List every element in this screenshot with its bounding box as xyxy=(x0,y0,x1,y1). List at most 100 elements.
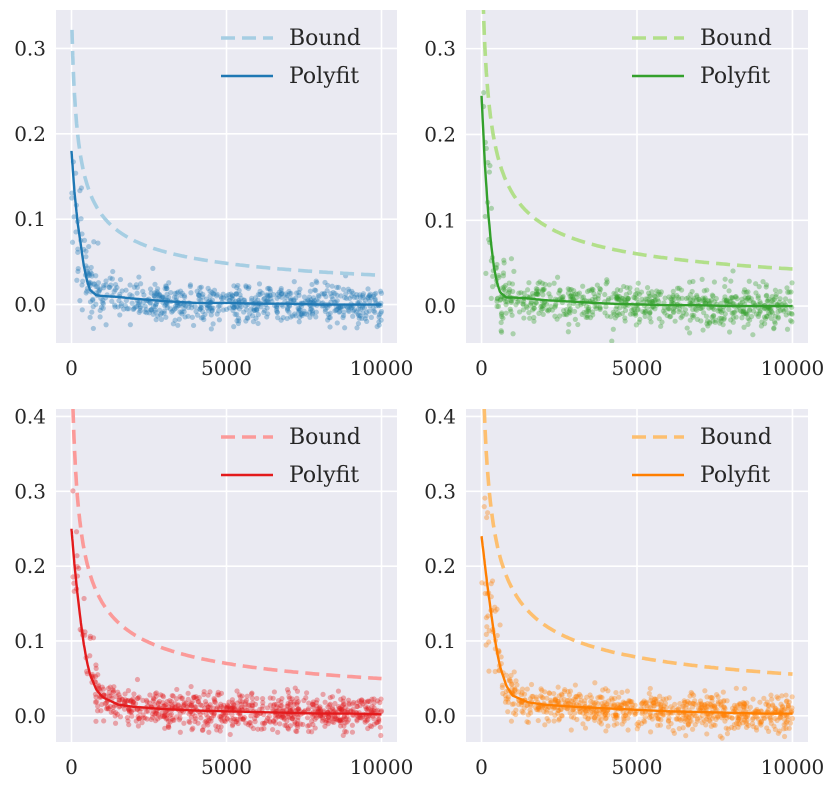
scatter-point xyxy=(81,237,88,243)
scatter-point xyxy=(598,721,605,727)
scatter-point xyxy=(740,704,746,710)
scatter-point xyxy=(285,703,291,709)
scatter-point xyxy=(285,725,291,731)
scatter-point xyxy=(506,677,512,684)
scatter-point xyxy=(272,720,278,726)
scatter-point xyxy=(355,311,361,317)
scatter-point xyxy=(572,316,578,322)
scatter-point xyxy=(364,318,370,324)
scatter-point xyxy=(264,297,271,303)
scatter-point xyxy=(580,710,586,716)
scatter-point xyxy=(366,698,373,705)
scatter-point xyxy=(641,704,647,710)
scatter-point xyxy=(110,708,116,714)
scatter-point xyxy=(603,715,609,721)
scatter-point xyxy=(279,695,285,702)
scatter-point xyxy=(756,311,762,317)
scatter-point xyxy=(333,715,339,721)
scatter-point xyxy=(597,285,603,292)
scatter-point xyxy=(583,708,589,714)
scatter-point xyxy=(372,296,378,302)
scatter-point xyxy=(264,292,270,298)
scatter-point xyxy=(334,298,340,304)
scatter-point xyxy=(73,529,80,535)
scatter-point xyxy=(629,699,635,705)
scatter-point xyxy=(329,706,335,712)
scatter-point xyxy=(94,699,100,705)
scatter-point xyxy=(572,682,578,688)
y-tick-label: 0.3 xyxy=(424,479,456,503)
scatter-point xyxy=(512,687,518,693)
scatter-point xyxy=(236,692,242,698)
scatter-point xyxy=(190,322,197,329)
scatter-point xyxy=(585,306,592,312)
scatter-point xyxy=(320,716,326,722)
scatter-point xyxy=(337,308,343,314)
scatter-point xyxy=(688,713,695,720)
scatter-point xyxy=(747,306,753,313)
scatter-point xyxy=(697,298,703,304)
scatter-point xyxy=(268,296,274,302)
scatter-point xyxy=(245,702,252,708)
scatter-point xyxy=(573,694,579,700)
scatter-point xyxy=(515,701,522,707)
scatter-point xyxy=(210,321,216,327)
scatter-point xyxy=(163,702,169,708)
scatter-point xyxy=(753,290,759,296)
scatter-point xyxy=(138,281,144,287)
scatter-point xyxy=(639,700,645,706)
scatter-point xyxy=(710,713,717,719)
scatter-point xyxy=(579,311,585,317)
scatter-point xyxy=(233,291,239,297)
scatter-point xyxy=(758,722,764,728)
scatter-point xyxy=(781,716,788,723)
scatter-point xyxy=(530,693,536,699)
scatter-point xyxy=(200,291,206,298)
scatter-point xyxy=(174,290,180,296)
scatter-point xyxy=(681,698,687,704)
scatter-point xyxy=(106,284,112,290)
y-tick-label: 0.0 xyxy=(14,704,46,728)
scatter-point xyxy=(114,711,121,717)
scatter-point xyxy=(176,316,182,322)
scatter-point xyxy=(650,298,656,305)
scatter-point xyxy=(604,701,610,707)
scatter-point xyxy=(752,713,758,719)
scatter-point xyxy=(145,708,151,714)
scatter-point xyxy=(321,291,328,297)
scatter-point xyxy=(323,293,329,300)
scatter-point xyxy=(78,216,84,222)
scatter-point xyxy=(652,306,658,312)
scatter-point xyxy=(546,282,552,288)
scatter-point xyxy=(95,682,102,688)
scatter-point xyxy=(485,159,491,166)
scatter-point xyxy=(173,305,179,311)
scatter-point xyxy=(205,285,211,291)
scatter-point xyxy=(76,565,82,571)
scatter-point xyxy=(483,615,490,621)
scatter-point xyxy=(364,707,370,713)
scatter-point xyxy=(287,707,293,713)
scatter-point xyxy=(313,287,319,294)
scatter-point xyxy=(625,296,631,302)
scatter-point xyxy=(131,706,137,713)
scatter-point xyxy=(495,295,501,301)
scatter-point xyxy=(287,701,293,707)
scatter-point xyxy=(311,298,317,304)
scatter-point xyxy=(706,320,713,326)
scatter-point xyxy=(613,712,619,719)
scatter-point xyxy=(182,314,188,320)
scatter-point xyxy=(217,713,223,720)
scatter-point xyxy=(270,718,277,724)
scatter-point xyxy=(195,698,201,705)
scatter-point xyxy=(771,319,778,325)
scatter-point xyxy=(254,306,260,312)
scatter-point xyxy=(503,302,509,308)
scatter-point xyxy=(251,306,257,312)
scatter-point xyxy=(377,288,384,294)
scatter-point xyxy=(508,672,514,679)
scatter-point xyxy=(566,692,573,698)
scatter-point xyxy=(344,713,350,720)
scatter-point xyxy=(557,287,563,293)
scatter-point xyxy=(354,700,360,706)
